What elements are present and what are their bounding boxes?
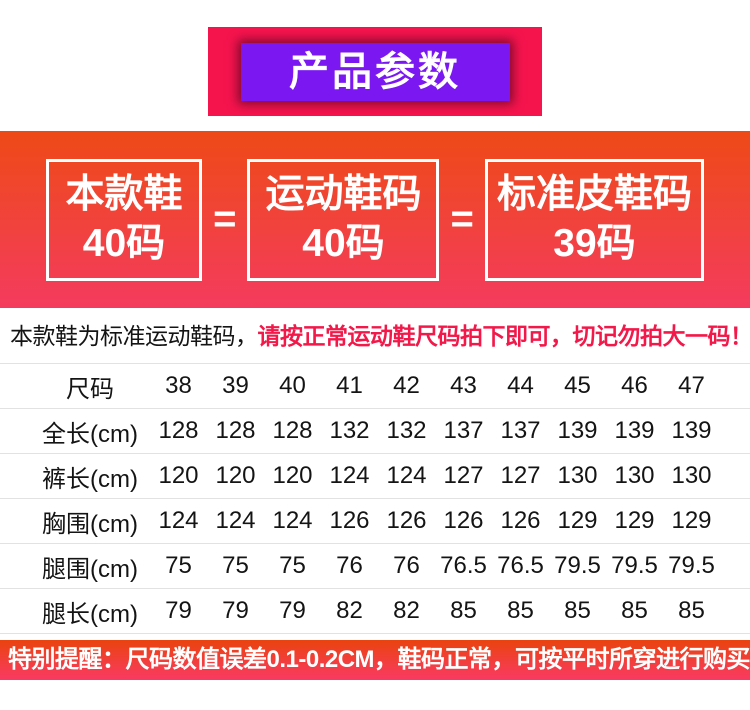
table-cell: 76 [393,552,420,579]
table-cell: 79 [222,597,249,624]
table-cell: 126 [386,507,427,534]
size-table-header-row: 尺码 38 39 40 41 42 43 44 45 46 47 [0,364,750,409]
table-cell: 139 [614,417,655,444]
table-cell: 41 [336,372,363,399]
table-cell: 79.5 [668,552,715,579]
table-cell: 45 [564,372,591,399]
table-cell: 76 [336,552,363,579]
size-box-value: 39码 [553,221,636,265]
notice-normal-text: 本款鞋为标准运动鞋码， [10,323,258,349]
table-cell: 76.5 [440,552,487,579]
table-cell: 75 [279,552,306,579]
table-cell: 38 [165,372,192,399]
table-cell: 132 [386,417,427,444]
table-cell: 79 [165,597,192,624]
table-cell: 75 [165,552,192,579]
table-cell: 137 [500,417,541,444]
size-table-row: 全长(cm) 128 128 128 132 132 137 137 139 139 139 [0,409,750,454]
table-cell: 85 [507,597,534,624]
table-cell: 79.5 [611,552,658,579]
title-banner-outer: 产品参数 [208,27,542,116]
row-label: 全长(cm) [42,420,138,448]
table-cell: 85 [621,597,648,624]
table-cell: 46 [621,372,648,399]
row-label: 裤长(cm) [42,465,138,493]
row-label: 腿围(cm) [42,555,138,583]
table-cell: 120 [272,462,313,489]
table-cell: 130 [671,462,712,489]
table-cell: 129 [614,507,655,534]
table-cell: 130 [614,462,655,489]
size-notice-line: 本款鞋为标准运动鞋码，请按正常运动鞋尺码拍下即可，切记勿拍大一码！ [0,308,750,363]
size-box-label: 运动鞋码 [265,172,422,216]
table-cell: 120 [215,462,256,489]
size-equivalence-section: 本款鞋 40码 = 运动鞋码 40码 = 标准皮鞋码 39码 [0,131,750,308]
table-cell: 127 [500,462,541,489]
table-cell: 128 [215,417,256,444]
size-box-label: 本款鞋 [65,172,183,216]
special-reminder-text: 特别提醒：尺码数值误差0.1-0.2CM，鞋码正常，可按平时所穿进行购买 [8,646,750,673]
table-cell: 43 [450,372,477,399]
table-cell: 85 [450,597,477,624]
table-cell: 82 [393,597,420,624]
table-cell: 39 [222,372,249,399]
row-label: 尺码 [66,375,114,403]
table-cell: 124 [329,462,370,489]
size-box-leather-shoe: 标准皮鞋码 39码 [484,158,704,281]
table-cell: 124 [386,462,427,489]
table-cell: 126 [443,507,484,534]
table-cell: 130 [557,462,598,489]
row-label: 胸围(cm) [42,510,138,538]
title-banner-row: 产品参数 [0,0,750,116]
table-cell: 75 [222,552,249,579]
size-box-sport-shoe: 运动鞋码 40码 [247,158,440,281]
table-cell: 44 [507,372,534,399]
table-cell: 124 [272,507,313,534]
row-label: 腿长(cm) [42,600,138,628]
table-cell: 79.5 [554,552,601,579]
table-cell: 120 [158,462,199,489]
table-cell: 79 [279,597,306,624]
product-parameters-page: 产品参数 本款鞋 40码 = 运动鞋码 40码 = 标准皮鞋码 39码 本款鞋为… [0,0,750,680]
size-box-this-shoe: 本款鞋 40码 [46,158,202,281]
equals-sign: = [213,197,237,241]
table-cell: 129 [671,507,712,534]
special-reminder-band: 特别提醒：尺码数值误差0.1-0.2CM，鞋码正常，可按平时所穿进行购买 [0,640,750,680]
size-table-row: 腿围(cm) 75 75 75 76 76 76.5 76.5 79.5 79.5 79.5 [0,544,750,589]
page-title: 产品参数 [289,49,461,94]
table-cell: 139 [557,417,598,444]
table-cell: 139 [671,417,712,444]
table-cell: 128 [272,417,313,444]
size-table-row: 裤长(cm) 120 120 120 124 124 127 127 130 130 130 [0,454,750,499]
table-cell: 85 [564,597,591,624]
table-cell: 126 [500,507,541,534]
table-cell: 82 [336,597,363,624]
table-cell: 129 [557,507,598,534]
size-table-row: 腿长(cm) 79 79 79 82 82 85 85 85 85 85 [0,589,750,634]
size-box-label: 标准皮鞋码 [496,172,692,216]
table-cell: 126 [329,507,370,534]
table-cell: 42 [393,372,420,399]
size-table: 尺码 38 39 40 41 42 43 44 45 46 47 全长(cm) 128 128 128 132… [0,363,750,634]
table-cell: 137 [443,417,484,444]
page-title-box: 产品参数 [240,42,510,101]
table-cell: 40 [279,372,306,399]
table-cell: 124 [158,507,199,534]
table-cell: 47 [678,372,705,399]
size-table-row: 胸围(cm) 124 124 124 126 126 126 126 129 129 129 [0,499,750,544]
table-cell: 76.5 [497,552,544,579]
size-box-value: 40码 [302,221,385,265]
table-cell: 124 [215,507,256,534]
table-cell: 132 [329,417,370,444]
table-cell: 127 [443,462,484,489]
size-box-value: 40码 [82,221,166,265]
equals-sign: = [450,197,474,241]
table-cell: 85 [678,597,705,624]
table-cell: 128 [158,417,199,444]
notice-warning-text: 请按正常运动鞋尺码拍下即可，切记勿拍大一码！ [257,323,750,349]
